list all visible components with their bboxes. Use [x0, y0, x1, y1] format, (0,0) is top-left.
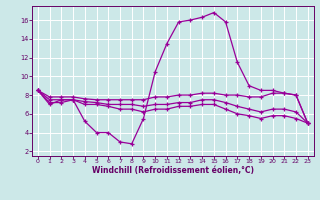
X-axis label: Windchill (Refroidissement éolien,°C): Windchill (Refroidissement éolien,°C) — [92, 166, 254, 175]
